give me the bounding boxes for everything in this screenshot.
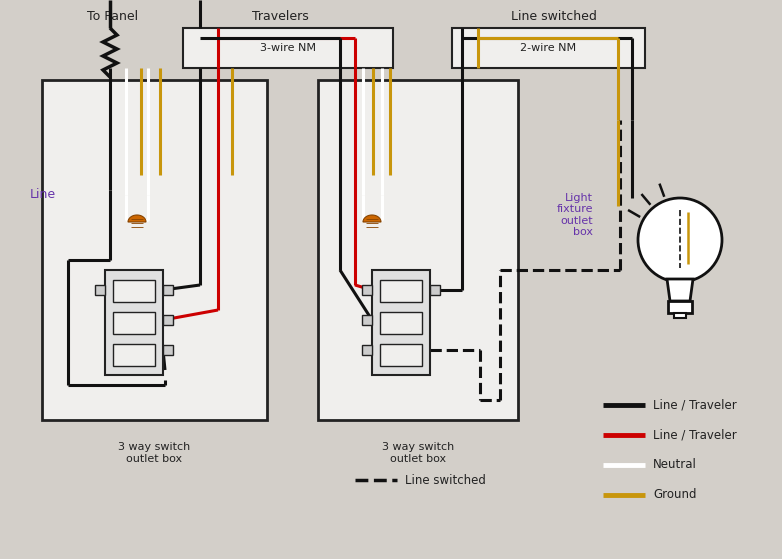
Bar bbox=[380, 312, 422, 334]
Bar bbox=[380, 280, 422, 302]
Bar bbox=[42, 80, 267, 420]
Bar bbox=[105, 270, 163, 375]
Text: Line switched: Line switched bbox=[511, 10, 597, 22]
Circle shape bbox=[638, 198, 722, 282]
Text: Neutral: Neutral bbox=[653, 458, 697, 471]
Polygon shape bbox=[363, 215, 381, 222]
Bar bbox=[452, 28, 645, 68]
Bar bbox=[113, 312, 155, 334]
Bar bbox=[362, 285, 372, 295]
Bar bbox=[183, 28, 393, 68]
Text: 3 way switch
outlet box: 3 way switch outlet box bbox=[118, 442, 191, 463]
Bar bbox=[163, 285, 173, 295]
Text: Travelers: Travelers bbox=[252, 10, 308, 22]
Text: 3 way switch
outlet box: 3 way switch outlet box bbox=[382, 442, 454, 463]
Text: 3-wire NM: 3-wire NM bbox=[260, 43, 316, 53]
Bar bbox=[163, 345, 173, 355]
Bar bbox=[95, 285, 105, 295]
Bar bbox=[674, 313, 686, 318]
Bar bbox=[362, 315, 372, 325]
Polygon shape bbox=[128, 215, 146, 222]
Text: Line: Line bbox=[30, 188, 56, 201]
Bar bbox=[163, 315, 173, 325]
Text: To Panel: To Panel bbox=[88, 10, 138, 22]
Bar bbox=[372, 270, 430, 375]
Bar bbox=[113, 280, 155, 302]
Polygon shape bbox=[667, 279, 693, 301]
Bar bbox=[362, 345, 372, 355]
Text: Line / Traveler: Line / Traveler bbox=[653, 399, 737, 411]
Text: Line / Traveler: Line / Traveler bbox=[653, 429, 737, 442]
Bar bbox=[113, 344, 155, 366]
Text: Light
fixture
outlet
box: Light fixture outlet box bbox=[557, 193, 593, 238]
Bar bbox=[318, 80, 518, 420]
Text: 2-wire NM: 2-wire NM bbox=[521, 43, 576, 53]
Bar bbox=[380, 344, 422, 366]
Text: Line switched: Line switched bbox=[405, 473, 486, 486]
Bar bbox=[668, 301, 692, 313]
Text: Ground: Ground bbox=[653, 489, 697, 501]
Bar bbox=[430, 285, 440, 295]
